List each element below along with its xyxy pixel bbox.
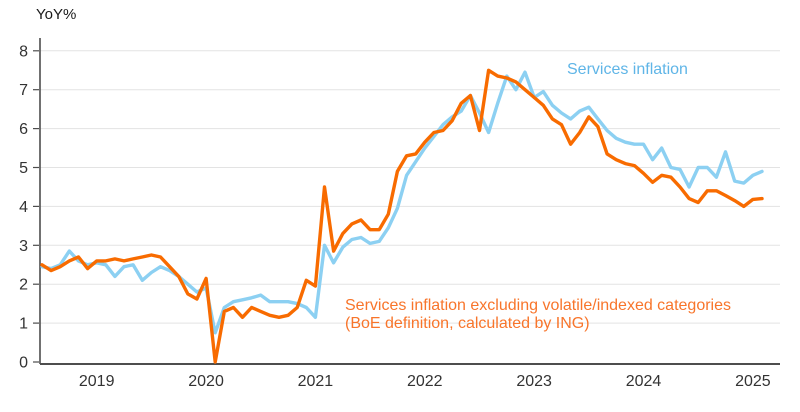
services-inflation-line — [40, 70, 764, 335]
y-tick-label-8: 8 — [19, 43, 28, 60]
x-tick-label-2025: 2025 — [735, 373, 771, 390]
y-tick-label-5: 5 — [19, 160, 28, 177]
services-inflation-excl-line — [40, 68, 764, 364]
legend-excl-line2: (BoE definition, calculated by ING) — [345, 315, 590, 332]
x-tick-label-2022: 2022 — [407, 373, 443, 390]
y-tick-label-1: 1 — [19, 316, 28, 333]
x-tick-label-2020: 2020 — [188, 373, 224, 390]
y-tick-label-4: 4 — [19, 199, 28, 216]
x-tick-label-2019: 2019 — [79, 373, 115, 390]
y-tick-label-0: 0 — [19, 355, 28, 372]
y-tick-label-2: 2 — [19, 277, 28, 294]
x-tick-label-2024: 2024 — [626, 373, 662, 390]
x-tick-label-2023: 2023 — [516, 373, 552, 390]
legend-services-inflation: Services inflation — [567, 61, 688, 78]
y-tick-label-6: 6 — [19, 121, 28, 138]
x-tick-label-2021: 2021 — [298, 373, 334, 390]
y-axis-title: YoY% — [36, 6, 77, 23]
legend-excl-line1: Services inflation excluding volatile/in… — [345, 297, 731, 314]
y-tick-label-3: 3 — [19, 238, 28, 255]
legend-services-inflation-excl: Services inflation excluding volatile/in… — [345, 297, 731, 333]
y-tick-label-7: 7 — [19, 82, 28, 99]
